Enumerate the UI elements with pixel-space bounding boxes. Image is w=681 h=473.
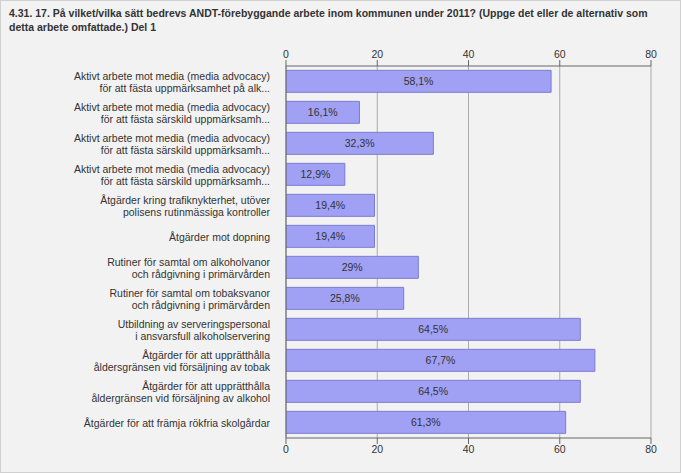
svg-text:19,4%: 19,4% bbox=[315, 230, 345, 242]
svg-text:64,5%: 64,5% bbox=[418, 385, 448, 397]
svg-text:åldersgränsen vid försäljning: åldersgränsen vid försäljning av tobak bbox=[94, 361, 271, 373]
svg-text:i ansvarsfull alkoholservering: i ansvarsfull alkoholservering bbox=[135, 330, 270, 342]
svg-text:60: 60 bbox=[554, 48, 566, 60]
svg-text:Rutiner för samtal om alkoholv: Rutiner för samtal om alkoholvanor bbox=[107, 256, 270, 268]
svg-text:Rutiner för samtal om tobaksva: Rutiner för samtal om tobaksvanor bbox=[110, 287, 271, 299]
svg-text:61,3%: 61,3% bbox=[411, 416, 441, 428]
svg-text:Åtgärder kring trafiknykterhet: Åtgärder kring trafiknykterhet, utöver bbox=[100, 194, 270, 206]
svg-text:80: 80 bbox=[645, 48, 657, 60]
svg-text:80: 80 bbox=[645, 443, 657, 455]
svg-text:40: 40 bbox=[463, 443, 475, 455]
svg-text:25,8%: 25,8% bbox=[330, 292, 360, 304]
svg-text:Aktivt arbete mot media (media: Aktivt arbete mot media (media advocacy) bbox=[74, 132, 270, 144]
svg-text:Åtgärder för att upprätthålla: Åtgärder för att upprätthålla bbox=[142, 380, 270, 392]
svg-text:64,5%: 64,5% bbox=[418, 323, 448, 335]
svg-text:och rådgivning i primärvården: och rådgivning i primärvården bbox=[132, 268, 270, 280]
svg-text:Åtgärder för att upprätthålla: Åtgärder för att upprätthålla bbox=[142, 349, 270, 361]
svg-text:Aktivt arbete mot media (media: Aktivt arbete mot media (media advocacy) bbox=[74, 101, 270, 113]
svg-text:Aktivt arbete mot media (media: Aktivt arbete mot media (media advocacy) bbox=[74, 163, 270, 175]
svg-text:40: 40 bbox=[463, 48, 475, 60]
svg-text:polisens rutinmässiga kontroll: polisens rutinmässiga kontroller bbox=[123, 206, 271, 218]
svg-text:Utbildning av serveringsperson: Utbildning av serveringspersonal bbox=[118, 318, 270, 330]
svg-text:32,3%: 32,3% bbox=[345, 137, 375, 149]
svg-text:0: 0 bbox=[283, 443, 289, 455]
svg-text:29%: 29% bbox=[342, 261, 363, 273]
svg-text:12,9%: 12,9% bbox=[301, 168, 331, 180]
svg-text:för att fästa särskild uppmärk: för att fästa särskild uppmärksamh... bbox=[101, 113, 270, 125]
svg-text:och rådgivning i primärvården: och rådgivning i primärvården bbox=[132, 299, 270, 311]
html-text:4.31. 17. På vilket/vilka sätt: 4.31. 17. På vilket/vilka sätt bedrevs A… bbox=[9, 7, 648, 33]
svg-text:67,7%: 67,7% bbox=[426, 354, 456, 366]
svg-text:för att fästa särskild uppmärk: för att fästa särskild uppmärksamh... bbox=[101, 175, 270, 187]
svg-text:20: 20 bbox=[371, 48, 383, 60]
svg-text:för att fästa uppmärksamhet på: för att fästa uppmärksamhet på alk... bbox=[100, 82, 270, 94]
svg-text:0: 0 bbox=[283, 48, 289, 60]
svg-text:16,1%: 16,1% bbox=[308, 106, 338, 118]
svg-text:för att fästa särskild uppmärk: för att fästa särskild uppmärksamh... bbox=[101, 144, 270, 156]
svg-text:Åtgärder för att främja rökfri: Åtgärder för att främja rökfria skolgård… bbox=[84, 417, 271, 429]
svg-text:Åtgärder mot dopning: Åtgärder mot dopning bbox=[169, 231, 270, 243]
svg-text:Aktivt arbete mot media (media: Aktivt arbete mot media (media advocacy) bbox=[74, 70, 270, 82]
svg-text:åldergränsen vid försäljning a: åldergränsen vid försäljning av alkohol bbox=[91, 392, 270, 404]
svg-text:60: 60 bbox=[554, 443, 566, 455]
svg-text:19,4%: 19,4% bbox=[315, 199, 345, 211]
svg-text:58,1%: 58,1% bbox=[404, 75, 434, 87]
svg-text:20: 20 bbox=[371, 443, 383, 455]
